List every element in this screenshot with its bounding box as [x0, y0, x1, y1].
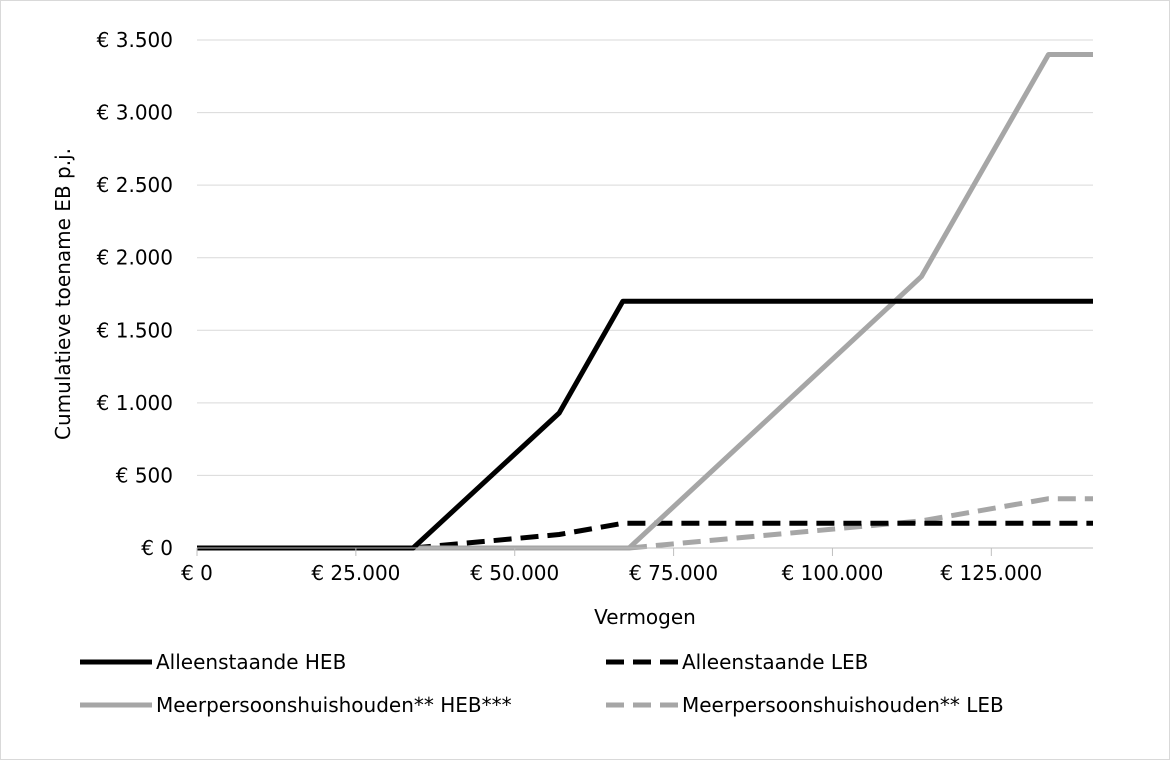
y-axis-title: Cumulatieve toename EB p.j. — [51, 148, 75, 440]
axes: € 0 € 500 € 1.000 € 1.500 € 2.000 € 2.500 € 3.… — [97, 28, 1093, 585]
legend-label-3: Meerpersoonshuishouden** LEB — [682, 693, 1004, 717]
legend-label-0: Alleenstaande HEB — [156, 650, 346, 674]
y-tick-label: € 1.500 — [97, 318, 173, 342]
series-line-3 — [197, 496, 1093, 551]
y-tick-label: € 2.000 — [97, 246, 173, 270]
y-tick-label: € 2.500 — [97, 173, 173, 197]
legend: Alleenstaande HEB Alleenstaande LEB Meerpe… — [80, 650, 1004, 717]
x-tick-label: € 100.000 — [782, 561, 884, 585]
x-axis-title: Vermogen — [594, 605, 696, 629]
gridlines — [197, 39, 1093, 476]
x-tick-label: € 0 — [181, 561, 213, 585]
y-tick-label: € 0 — [141, 536, 173, 560]
x-tick-label: € 25.000 — [311, 561, 400, 585]
x-tick-label: € 125.000 — [940, 561, 1042, 585]
y-tick-label: € 3.000 — [97, 101, 173, 125]
y-tick-label: € 3.500 — [97, 28, 173, 52]
x-tick-label: € 50.000 — [470, 561, 559, 585]
y-tick-label: € 1.000 — [97, 391, 173, 415]
x-tick-label: € 75.000 — [629, 561, 718, 585]
legend-label-1: Alleenstaande LEB — [682, 650, 868, 674]
legend-label-2: Meerpersoonshuishouden** HEB*** — [156, 693, 512, 717]
y-tick-label: € 500 — [116, 463, 173, 487]
